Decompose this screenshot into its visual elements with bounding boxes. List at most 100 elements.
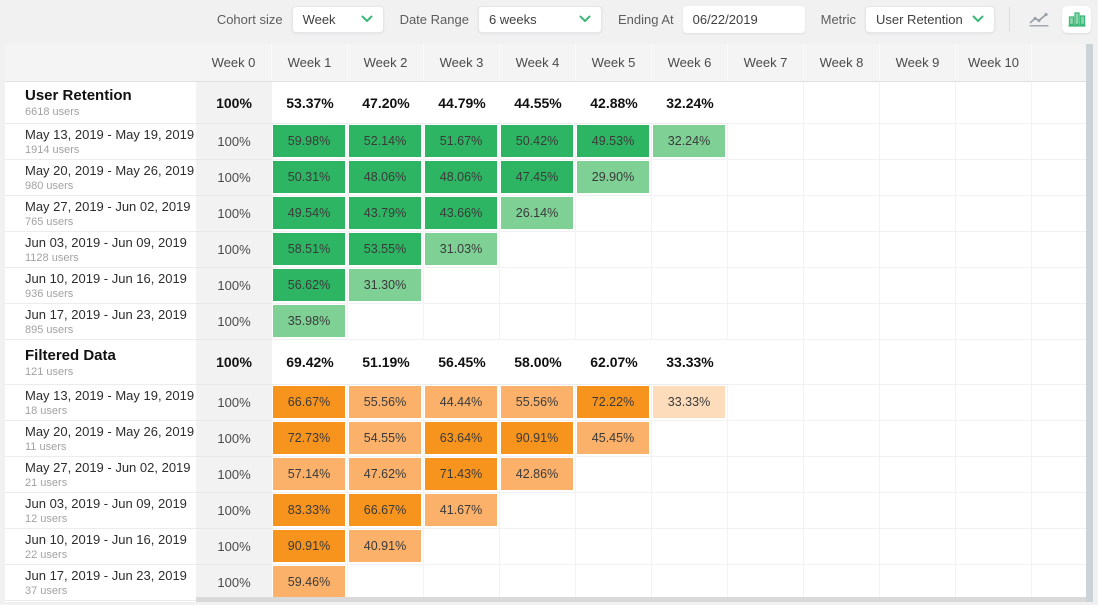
retention-cell-value[interactable]: 44.44% [425, 386, 497, 418]
retention-cell: 55.56% [500, 385, 576, 421]
bar-chart-toggle[interactable] [1062, 5, 1091, 33]
summary-retention-cell: 53.37% [272, 82, 348, 124]
retention-cell-value[interactable]: 42.86% [501, 458, 573, 490]
metric-label: Metric [820, 11, 856, 27]
week0-cell: 100% [196, 82, 272, 124]
retention-cell-value[interactable]: 43.79% [349, 197, 421, 229]
ending-at-input[interactable] [682, 5, 805, 33]
retention-cell-value[interactable]: 31.03% [425, 233, 497, 265]
retention-cell-value[interactable]: 63.64% [425, 422, 497, 454]
vertical-scrollbar[interactable] [1086, 44, 1093, 602]
empty-cell [804, 340, 880, 385]
retention-cell-value[interactable]: 49.53% [577, 125, 649, 157]
retention-cell-value[interactable]: 83.33% [273, 494, 345, 526]
retention-cell-value[interactable]: 35.98% [273, 305, 345, 337]
retention-cell-value[interactable]: 57.14% [273, 458, 345, 490]
retention-cell-value[interactable]: 59.46% [273, 566, 345, 598]
summary-retention-cell: 42.88% [576, 82, 652, 124]
empty-cell [880, 160, 956, 196]
retention-cell-value[interactable]: 41.67% [425, 494, 497, 526]
retention-cell-value[interactable]: 47.62% [349, 458, 421, 490]
summary-row: User Retention 6618 users 100% 53.37% 47.20%… [5, 82, 1086, 124]
retention-cell-value[interactable]: 32.24% [653, 125, 725, 157]
cohort-label: May 20, 2019 - May 26, 2019 [25, 424, 195, 439]
retention-cell: 35.98% [272, 304, 348, 340]
retention-cell-value[interactable]: 33.33% [653, 386, 725, 418]
empty-cell [956, 421, 1032, 457]
group-title: User Retention [25, 87, 132, 104]
retention-cell-value[interactable]: 49.54% [273, 197, 345, 229]
summary-label-cell: User Retention 6618 users [5, 82, 196, 124]
week-header-cell: Week 8 [804, 44, 880, 81]
retention-cell-value[interactable]: 48.06% [349, 161, 421, 193]
week0-cell: 100% [196, 232, 272, 268]
label-column-header [5, 44, 196, 81]
retention-cell-value[interactable]: 43.66% [425, 197, 497, 229]
cohort-size-select[interactable]: Week [291, 5, 384, 33]
metric-select[interactable]: User Retention [865, 5, 995, 33]
users-count: 37 users [25, 585, 68, 597]
users-count: 12 users [25, 513, 68, 525]
empty-cell [956, 529, 1032, 565]
empty-cell [880, 82, 956, 124]
cohort-label: Jun 17, 2019 - Jun 23, 2019 [25, 307, 187, 322]
retention-cell-value[interactable]: 50.31% [273, 161, 345, 193]
retention-cell-value[interactable]: 72.22% [577, 386, 649, 418]
empty-cell [880, 340, 956, 385]
retention-cell-value[interactable]: 53.55% [349, 233, 421, 265]
bar-chart-icon [1068, 12, 1085, 27]
empty-cell [728, 457, 804, 493]
week0-cell: 100% [196, 529, 272, 565]
retention-cell-value[interactable]: 55.56% [349, 386, 421, 418]
empty-cell [1032, 268, 1086, 304]
retention-cell-value[interactable]: 71.43% [425, 458, 497, 490]
line-chart-toggle[interactable] [1024, 6, 1053, 33]
retention-cell-value[interactable]: 66.67% [349, 494, 421, 526]
retention-cell-value[interactable]: 48.06% [425, 161, 497, 193]
retention-cell-value[interactable]: 54.55% [349, 422, 421, 454]
empty-cell [424, 304, 500, 340]
empty-cell [956, 493, 1032, 529]
retention-cell: 49.53% [576, 124, 652, 160]
retention-cell-value[interactable]: 45.45% [577, 422, 649, 454]
empty-cell [880, 304, 956, 340]
week0-cell: 100% [196, 340, 272, 385]
retention-cell-value[interactable]: 51.67% [425, 125, 497, 157]
empty-cell [1032, 340, 1086, 385]
retention-cell-value[interactable]: 29.90% [577, 161, 649, 193]
cohort-label: Jun 10, 2019 - Jun 16, 2019 [25, 532, 187, 547]
horizontal-scrollbar[interactable] [196, 597, 1086, 602]
empty-cell [500, 232, 576, 268]
cohort-row: May 20, 2019 - May 26, 2019 980 users 100%… [5, 160, 1086, 196]
retention-cell-value[interactable]: 26.14% [501, 197, 573, 229]
retention-cell: 83.33% [272, 493, 348, 529]
retention-cell-value[interactable]: 55.56% [501, 386, 573, 418]
empty-cell [956, 268, 1032, 304]
retention-cell-value[interactable]: 58.51% [273, 233, 345, 265]
retention-cell-value[interactable]: 56.62% [273, 269, 345, 301]
retention-cell-value[interactable]: 72.73% [273, 422, 345, 454]
retention-cell-value[interactable]: 31.30% [349, 269, 421, 301]
empty-cell [500, 268, 576, 304]
week0-cell: 100% [196, 457, 272, 493]
retention-cell-value[interactable]: 59.98% [273, 125, 345, 157]
empty-cell [880, 196, 956, 232]
retention-cell: 49.54% [272, 196, 348, 232]
retention-cell-value[interactable]: 90.91% [273, 530, 345, 562]
retention-cell-value[interactable]: 52.14% [349, 125, 421, 157]
retention-cell: 55.56% [348, 385, 424, 421]
retention-cell-value[interactable]: 90.91% [501, 422, 573, 454]
retention-cell-value[interactable]: 47.45% [501, 161, 573, 193]
date-range-select[interactable]: 6 weeks [477, 5, 602, 33]
retention-cell-value[interactable]: 40.91% [349, 530, 421, 562]
cohort-label: Jun 03, 2019 - Jun 09, 2019 [25, 496, 187, 511]
empty-cell [576, 304, 652, 340]
retention-cell-value[interactable]: 50.42% [501, 125, 573, 157]
empty-cell [424, 268, 500, 304]
empty-cell [500, 304, 576, 340]
retention-cell-value[interactable]: 66.67% [273, 386, 345, 418]
week-header-cell: Week 1 [272, 44, 348, 81]
empty-cell [652, 457, 728, 493]
retention-cell: 45.45% [576, 421, 652, 457]
retention-cell: 42.86% [500, 457, 576, 493]
